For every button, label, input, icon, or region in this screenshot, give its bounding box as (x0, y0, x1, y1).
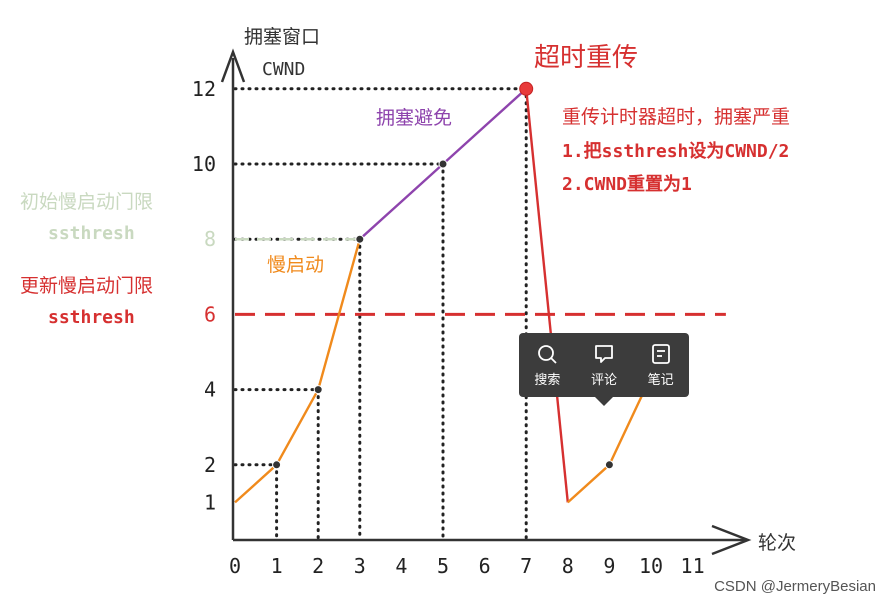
data-point-0 (272, 460, 282, 470)
slow-start-label: 慢启动 (267, 254, 324, 276)
search-label: 搜索 (534, 372, 561, 388)
y-axis-subtitle: CWND (262, 59, 305, 80)
x-tick-labels: 0 1 2 3 4 5 6 7 8 9 10 11 (229, 554, 705, 578)
data-point-3 (438, 159, 448, 169)
x-axis-title: 轮次 (758, 532, 796, 554)
note-button[interactable]: 笔记 (648, 343, 674, 388)
initial-ssthresh-label: 初始慢启动门限 (20, 191, 153, 213)
x-tick-0: 0 (229, 554, 241, 578)
initial-ssthresh-sub: ssthresh (48, 223, 135, 244)
data-point-4 (604, 460, 614, 470)
y-tick-4: 4 (204, 378, 216, 402)
y-tick-1: 1 (204, 490, 216, 514)
reference-lines (233, 87, 528, 542)
x-tick-10: 10 (639, 554, 663, 578)
x-tick-5: 5 (437, 554, 449, 578)
timeout-note-1: 重传计时器超时，拥塞严重 (562, 106, 790, 128)
timeout-note-3: 2.CWND重置为1 (562, 173, 692, 195)
x-tick-8: 8 (562, 554, 574, 578)
x-tick-9: 9 (603, 554, 615, 578)
note-icon (651, 343, 670, 364)
x-axis-arrow (711, 524, 752, 556)
comment-button[interactable]: 评论 (591, 343, 617, 388)
selection-popup: 搜索 评论 笔记 (519, 333, 689, 406)
x-tick-4: 4 (395, 554, 407, 578)
y-axis-title: 拥塞窗口 (244, 26, 320, 48)
y-tick-10: 10 (192, 152, 216, 176)
threshold-lines (235, 237, 726, 316)
congestion-avoidance-label: 拥塞避免 (376, 107, 452, 129)
note-label: 笔记 (647, 372, 674, 388)
x-tick-6: 6 (479, 554, 491, 578)
y-tick-2: 2 (204, 453, 216, 477)
timeout-point (519, 81, 534, 96)
comment-icon (595, 344, 613, 363)
series-line-3 (566, 389, 646, 504)
y-tick-8: 8 (204, 227, 216, 251)
data-markers (272, 81, 614, 470)
series-line-0 (234, 238, 361, 504)
series-line-2 (525, 88, 569, 503)
timeout-note-2: 1.把ssthresh设为CWND/2 (562, 140, 789, 162)
x-tick-11: 11 (681, 554, 705, 578)
y-tick-6: 6 (204, 302, 216, 326)
comment-label: 评论 (590, 372, 617, 388)
y-axis-arrow (220, 48, 246, 83)
x-tick-7: 7 (520, 554, 532, 578)
data-point-1 (313, 385, 323, 395)
search-icon (538, 344, 557, 364)
new-ssthresh-sub: ssthresh (48, 307, 135, 328)
x-tick-1: 1 (271, 554, 283, 578)
new-ssthresh-label: 更新慢启动门限 (20, 275, 153, 297)
chart-title: 超时重传 (534, 43, 638, 73)
data-point-2 (355, 234, 365, 244)
search-button[interactable]: 搜索 (534, 343, 560, 388)
y-tick-12: 12 (192, 77, 216, 101)
watermark: CSDN @JermeryBesian (714, 578, 876, 595)
x-tick-3: 3 (354, 554, 366, 578)
x-tick-2: 2 (312, 554, 324, 578)
